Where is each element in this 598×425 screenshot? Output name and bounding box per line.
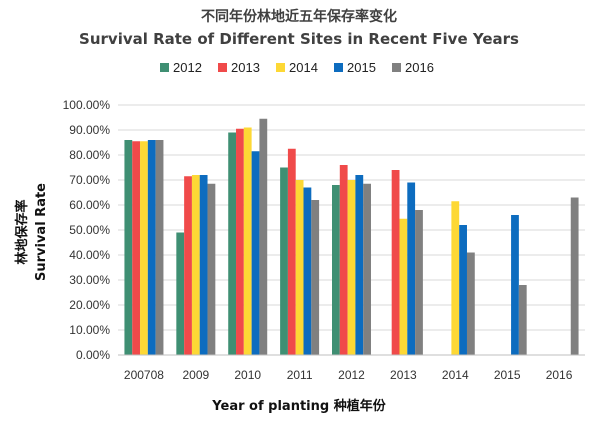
y-tick-label: 20.00% [69,298,110,312]
legend-label: 2016 [405,60,434,75]
bar-2016-2014 [466,252,475,355]
bar-2016-2012 [363,183,371,355]
bar-2013-2011 [287,148,296,355]
x-tick-label: 200708 [124,368,164,382]
y-tick-labels: 0.00% 10.00% 20.00% 30.00% 40.00% 50.00% 60.00… [63,98,111,362]
legend-swatch-2014 [276,63,285,72]
y-tick-label: 90.00% [69,123,110,137]
x-tick-label: 2011 [287,368,313,382]
y-tick-label: 50.00% [69,223,110,237]
bar-2014-2014 [451,201,460,355]
y-axis-title-cn: 林地保存率 [14,199,30,264]
bar-2012-2011 [280,167,288,355]
bar-2012-2010 [228,132,237,355]
bar-2015-200708 [147,140,156,355]
bar-2012-2012 [332,185,340,355]
bar-2015-2014 [459,225,467,355]
bar-2014-2013 [399,218,408,355]
y-tick-label: 40.00% [69,248,110,262]
y-tick-label: 30.00% [69,273,110,287]
bar-2013-2010 [236,128,244,355]
bar-2016-200708 [155,140,164,355]
bar-2012-200708 [124,140,133,355]
legend-swatch-2013 [218,63,227,72]
y-tick-label: 0.00% [76,348,110,362]
legend-label: 2014 [289,60,318,75]
bar-2016-2009 [207,183,216,355]
x-tick-labels: 200708 2009 2010 2011 2012 2013 2014 2015 2016 [124,368,573,382]
y-tick-label: 60.00% [69,198,110,212]
x-tick-label: 2009 [182,368,209,382]
legend: 2012 2013 2014 2015 2016 [160,60,434,75]
y-tick-label: 100.00% [63,98,111,112]
x-tick-label: 2016 [546,368,573,382]
bar-2016-2010 [259,118,268,355]
legend-swatch-2015 [334,63,343,72]
bar-2016-2013 [415,210,423,355]
bar-2015-2013 [407,182,416,355]
x-tick-label: 2013 [390,368,417,382]
bar-2015-2015 [511,215,519,355]
bar-2013-2012 [339,165,348,355]
bar-2013-2009 [184,176,192,355]
bar-2014-2011 [295,180,304,355]
bar-2014-2009 [191,175,200,355]
y-tick-label: 80.00% [69,148,110,162]
legend-label: 2012 [173,60,202,75]
bar-2016-2016 [570,197,579,355]
y-tick-label: 70.00% [69,173,110,187]
bar-2016-2011 [311,200,320,355]
legend-swatch-2012 [160,63,169,72]
legend-label: 2015 [347,60,376,75]
bar-2014-2010 [243,127,252,355]
bar-2015-2012 [355,175,364,355]
bar-2015-2011 [303,187,312,355]
bar-2012-2009 [176,232,185,355]
legend-label: 2013 [231,60,260,75]
bar-2015-2009 [199,175,208,355]
x-tick-label: 2014 [442,368,469,382]
chart-title: 不同年份林地近五年保存率变化 [201,8,397,25]
bar-2014-2012 [347,180,356,355]
y-axis-title-en: Survival Rate [34,183,49,281]
bar-2013-200708 [132,141,141,355]
x-tick-label: 2012 [338,368,365,382]
x-tick-label: 2015 [494,368,521,382]
bars [124,118,579,355]
chart-subtitle: Survival Rate of Different Sites in Rece… [79,30,519,48]
legend-swatch-2016 [392,63,401,72]
bar-2014-200708 [140,141,148,355]
x-tick-label: 2010 [234,368,261,382]
bar-2013-2013 [391,170,400,355]
bar-2015-2010 [251,151,260,355]
y-tick-label: 10.00% [69,323,110,337]
bar-2016-2015 [518,285,527,355]
x-axis-title: Year of planting 种植年份 [211,398,386,414]
